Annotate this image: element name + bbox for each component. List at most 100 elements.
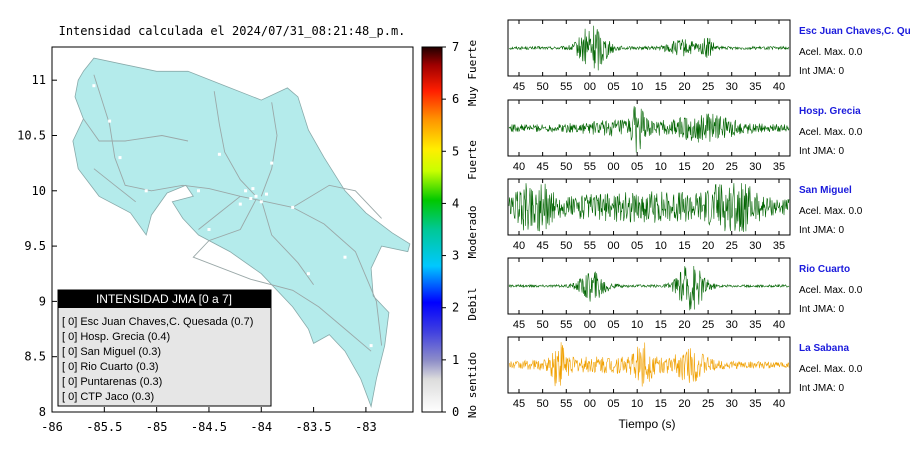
town-marker — [259, 200, 263, 204]
waveform-trace — [508, 183, 790, 233]
town-marker — [254, 194, 258, 198]
time-tick-label: 55 — [560, 398, 572, 410]
time-tick-label: 05 — [631, 240, 643, 252]
x-tick-label: -83.5 — [296, 420, 332, 434]
category-debil: Debil — [466, 287, 479, 320]
max-acceleration: Acel. Max. 0.0 — [799, 285, 863, 296]
road-line — [192, 199, 372, 352]
time-tick-label: 30 — [749, 161, 761, 173]
legend-entry: [ 0] Hosp. Grecia (0.4) — [62, 331, 170, 343]
map-frame — [51, 46, 414, 413]
town-marker — [270, 161, 274, 165]
y-tick-label: 11 — [32, 73, 46, 87]
time-tick-label: 10 — [631, 319, 643, 331]
time-tick-label: 40 — [513, 240, 525, 252]
time-tick-label: 00 — [584, 81, 596, 93]
time-tick-label: 45 — [537, 161, 549, 173]
station-name: Rio Cuarto — [799, 264, 850, 275]
time-tick-label: 05 — [631, 161, 643, 173]
town-marker — [306, 272, 310, 276]
time-tick-label: 10 — [655, 240, 667, 252]
time-tick-label: 20 — [702, 240, 714, 252]
colorbar-tick-label: 3 — [452, 249, 459, 263]
waveform-trace — [508, 106, 790, 153]
time-tick-label: 00 — [584, 319, 596, 331]
jma-intensity: Int JMA: 0 — [799, 383, 844, 394]
time-tick-label: 35 — [773, 161, 785, 173]
max-acceleration: Acel. Max. 0.0 — [799, 47, 863, 58]
road-line — [93, 168, 136, 203]
time-tick-label: 05 — [607, 398, 619, 410]
road-line — [93, 74, 383, 346]
colorbar-tick-label: 7 — [452, 40, 459, 54]
town-marker — [369, 344, 373, 348]
town-marker — [144, 189, 148, 193]
time-tick-label: 50 — [537, 81, 549, 93]
legend-entry: [ 0] San Miguel (0.3) — [62, 346, 161, 358]
category-muy-fuerte: Muy Fuerte — [466, 40, 479, 106]
max-acceleration: Acel. Max. 0.0 — [799, 364, 863, 375]
costa-rica-landmass — [72, 57, 411, 408]
map-area — [72, 57, 411, 408]
road-line — [213, 91, 257, 197]
time-tick-label: 25 — [702, 81, 714, 93]
time-tick-label: 55 — [560, 81, 572, 93]
time-tick-label: 25 — [702, 398, 714, 410]
road-line — [292, 184, 382, 219]
time-tick-label: 35 — [749, 319, 761, 331]
road-line — [260, 102, 278, 197]
colorbar-ticks: 0 1 2 3 4 5 6 7 — [442, 40, 459, 419]
jma-intensity: Int JMA: 0 — [799, 225, 844, 236]
x-tick-label: -83 — [355, 420, 377, 434]
colorbar-categories: No sentido Debil Moderado Fuerte Muy Fue… — [466, 40, 479, 418]
time-tick-label: 00 — [584, 398, 596, 410]
y-tick-label: 9.5 — [24, 239, 46, 253]
time-tick-label: 00 — [607, 240, 619, 252]
legend-entry: [ 0] CTP Jaco (0.3) — [62, 391, 154, 403]
town-marker — [249, 197, 253, 200]
intensity-legend: INTENSIDAD JMA [0 a 7] [ 0] Esc Juan Cha… — [57, 289, 272, 407]
town-marker — [186, 244, 190, 248]
town-marker — [265, 192, 268, 196]
time-tick-label: 10 — [631, 81, 643, 93]
time-tick-label: 50 — [560, 161, 572, 173]
time-tick-label: 20 — [678, 398, 690, 410]
max-acceleration: Acel. Max. 0.0 — [799, 127, 863, 138]
x-tick-label: -85.5 — [86, 420, 122, 434]
x-tick-label: -85 — [146, 420, 168, 434]
road-line — [260, 199, 314, 286]
time-tick-label: 20 — [678, 81, 690, 93]
time-tick-label: 40 — [773, 81, 785, 93]
legend-entry: [ 0] Esc Juan Chaves,C. Quesada (0.7) — [62, 316, 253, 328]
seismogram-panels: 45 50 55 00 05 10 15 20 25 30 35 40 Esc Juan Chaves,… — [507, 19, 910, 410]
time-tick-label: 20 — [702, 161, 714, 173]
colorbar-tick-label: 6 — [452, 92, 459, 106]
time-tick-label: 30 — [726, 398, 738, 410]
category-fuerte: Fuerte — [466, 140, 479, 180]
time-tick-label: 15 — [655, 398, 667, 410]
time-tick-label: 55 — [584, 161, 596, 173]
max-acceleration: Acel. Max. 0.0 — [799, 206, 863, 217]
time-axis-label: Tiempo (s) — [619, 417, 676, 431]
y-tick-label: 8.5 — [24, 350, 46, 364]
time-tick-label: 40 — [773, 319, 785, 331]
time-tick-label: 50 — [537, 319, 549, 331]
time-tick-label: 15 — [678, 240, 690, 252]
jma-intensity: Int JMA: 0 — [799, 66, 844, 77]
y-tick-label: 10 — [32, 184, 46, 198]
map-axis-ticks: -86 -85.5 -85 -84.5 -84 -83.5 -83 11 10.5 10 9.5 9 8… — [17, 73, 377, 434]
town-marker — [118, 156, 122, 160]
time-tick-label: 50 — [560, 240, 572, 252]
town-marker — [197, 189, 200, 193]
colorbar-tick-label: 1 — [452, 353, 459, 367]
town-marker — [238, 202, 242, 206]
seismogram-panel: 40 45 50 55 00 05 10 15 20 25 30 35 San Miguel Acel. … — [507, 178, 863, 252]
road-line — [198, 195, 241, 230]
town-marker — [108, 119, 112, 123]
y-tick-label: 8 — [39, 405, 46, 419]
town-marker — [343, 255, 347, 259]
time-tick-label: 35 — [749, 81, 761, 93]
y-tick-label: 9 — [39, 294, 46, 308]
time-tick-label: 10 — [655, 161, 667, 173]
